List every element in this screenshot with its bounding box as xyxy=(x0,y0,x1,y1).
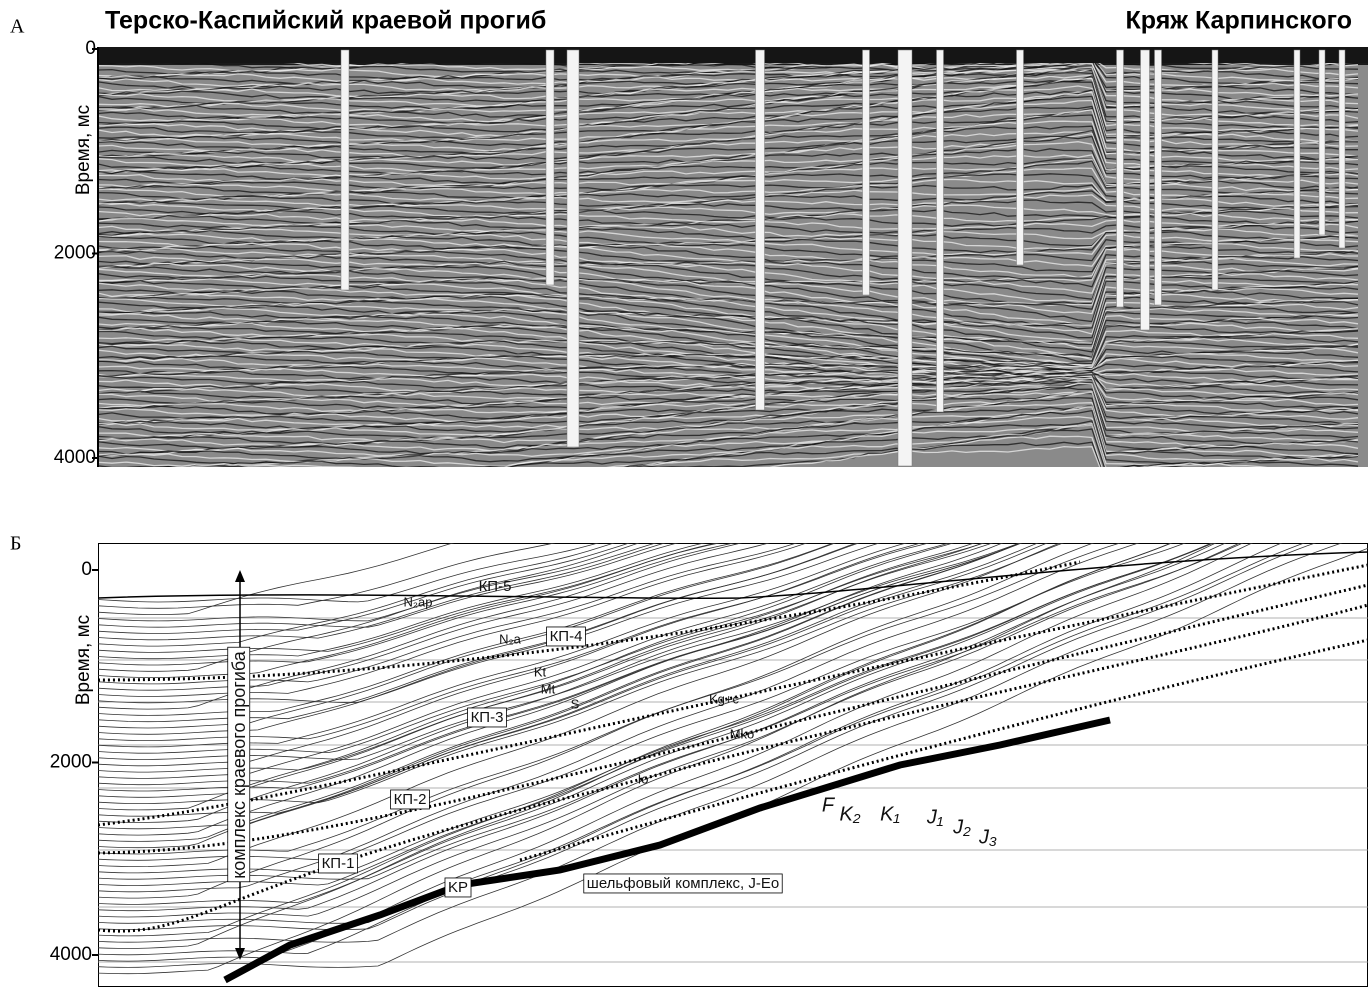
well-trace xyxy=(1319,50,1325,235)
well-trace xyxy=(567,50,579,447)
annotation: комплекс краевого прогиба xyxy=(229,650,249,879)
annotation: Mko xyxy=(730,726,755,741)
annotation: J₃ xyxy=(978,826,997,848)
y-tick-label: 0 xyxy=(81,559,92,580)
annotation: F xyxy=(822,794,836,816)
well-trace xyxy=(1017,50,1024,265)
panel-title-right: Кряж Карпинского xyxy=(1126,7,1352,35)
well-trace xyxy=(937,50,944,412)
well-trace xyxy=(1339,50,1345,248)
annotation: KP xyxy=(448,879,468,896)
well-trace xyxy=(341,50,349,290)
annotation: K₂ xyxy=(840,803,861,825)
panel-label: Б xyxy=(10,533,21,555)
well-trace xyxy=(1155,50,1162,305)
annotation: S xyxy=(571,696,580,711)
y-axis-label: Время, мс xyxy=(73,105,94,195)
annotation: N₂ap xyxy=(404,594,433,609)
annotation: Kg+c xyxy=(709,691,739,706)
annotation: шельфовый комплекс, J-Eo xyxy=(587,875,779,892)
annotation: J₁ xyxy=(926,806,943,828)
y-tick-label: 4000 xyxy=(54,447,96,468)
y-tick-label: 4000 xyxy=(50,944,92,965)
well-trace xyxy=(1212,50,1218,290)
well-trace xyxy=(898,50,912,466)
well-trace xyxy=(1294,50,1300,258)
annotation: КП-3 xyxy=(471,709,504,726)
annotation: Kt xyxy=(534,664,547,679)
annotation: K₁ xyxy=(880,803,900,825)
annotation: КП-5 xyxy=(479,578,512,595)
well-trace xyxy=(1117,50,1124,307)
y-tick-label: 2000 xyxy=(50,752,92,773)
panel-title-left: Терско-Каспийский краевой прогиб xyxy=(105,7,546,35)
annotation: КП-4 xyxy=(550,628,583,645)
annotation: N₂a xyxy=(499,631,521,646)
well-trace xyxy=(863,50,870,295)
seismic-section xyxy=(98,47,1368,487)
annotation: Io xyxy=(638,771,649,786)
y-tick-label: 2000 xyxy=(54,243,96,264)
well-trace xyxy=(756,50,765,410)
annotation: Mt xyxy=(541,681,556,696)
seismic-top-band xyxy=(98,47,1368,63)
y-axis-label: Время, мс xyxy=(73,615,94,705)
panel-frame xyxy=(98,543,1368,987)
annotation: КП-1 xyxy=(322,855,355,872)
well-trace xyxy=(546,50,554,285)
panel-label: А xyxy=(10,16,25,38)
figure: А Терско-Каспийский краевой прогиб Кряж … xyxy=(0,0,1368,987)
annotation: J₂ xyxy=(952,816,971,838)
well-trace xyxy=(1141,50,1150,330)
annotation: КП-2 xyxy=(394,791,427,808)
